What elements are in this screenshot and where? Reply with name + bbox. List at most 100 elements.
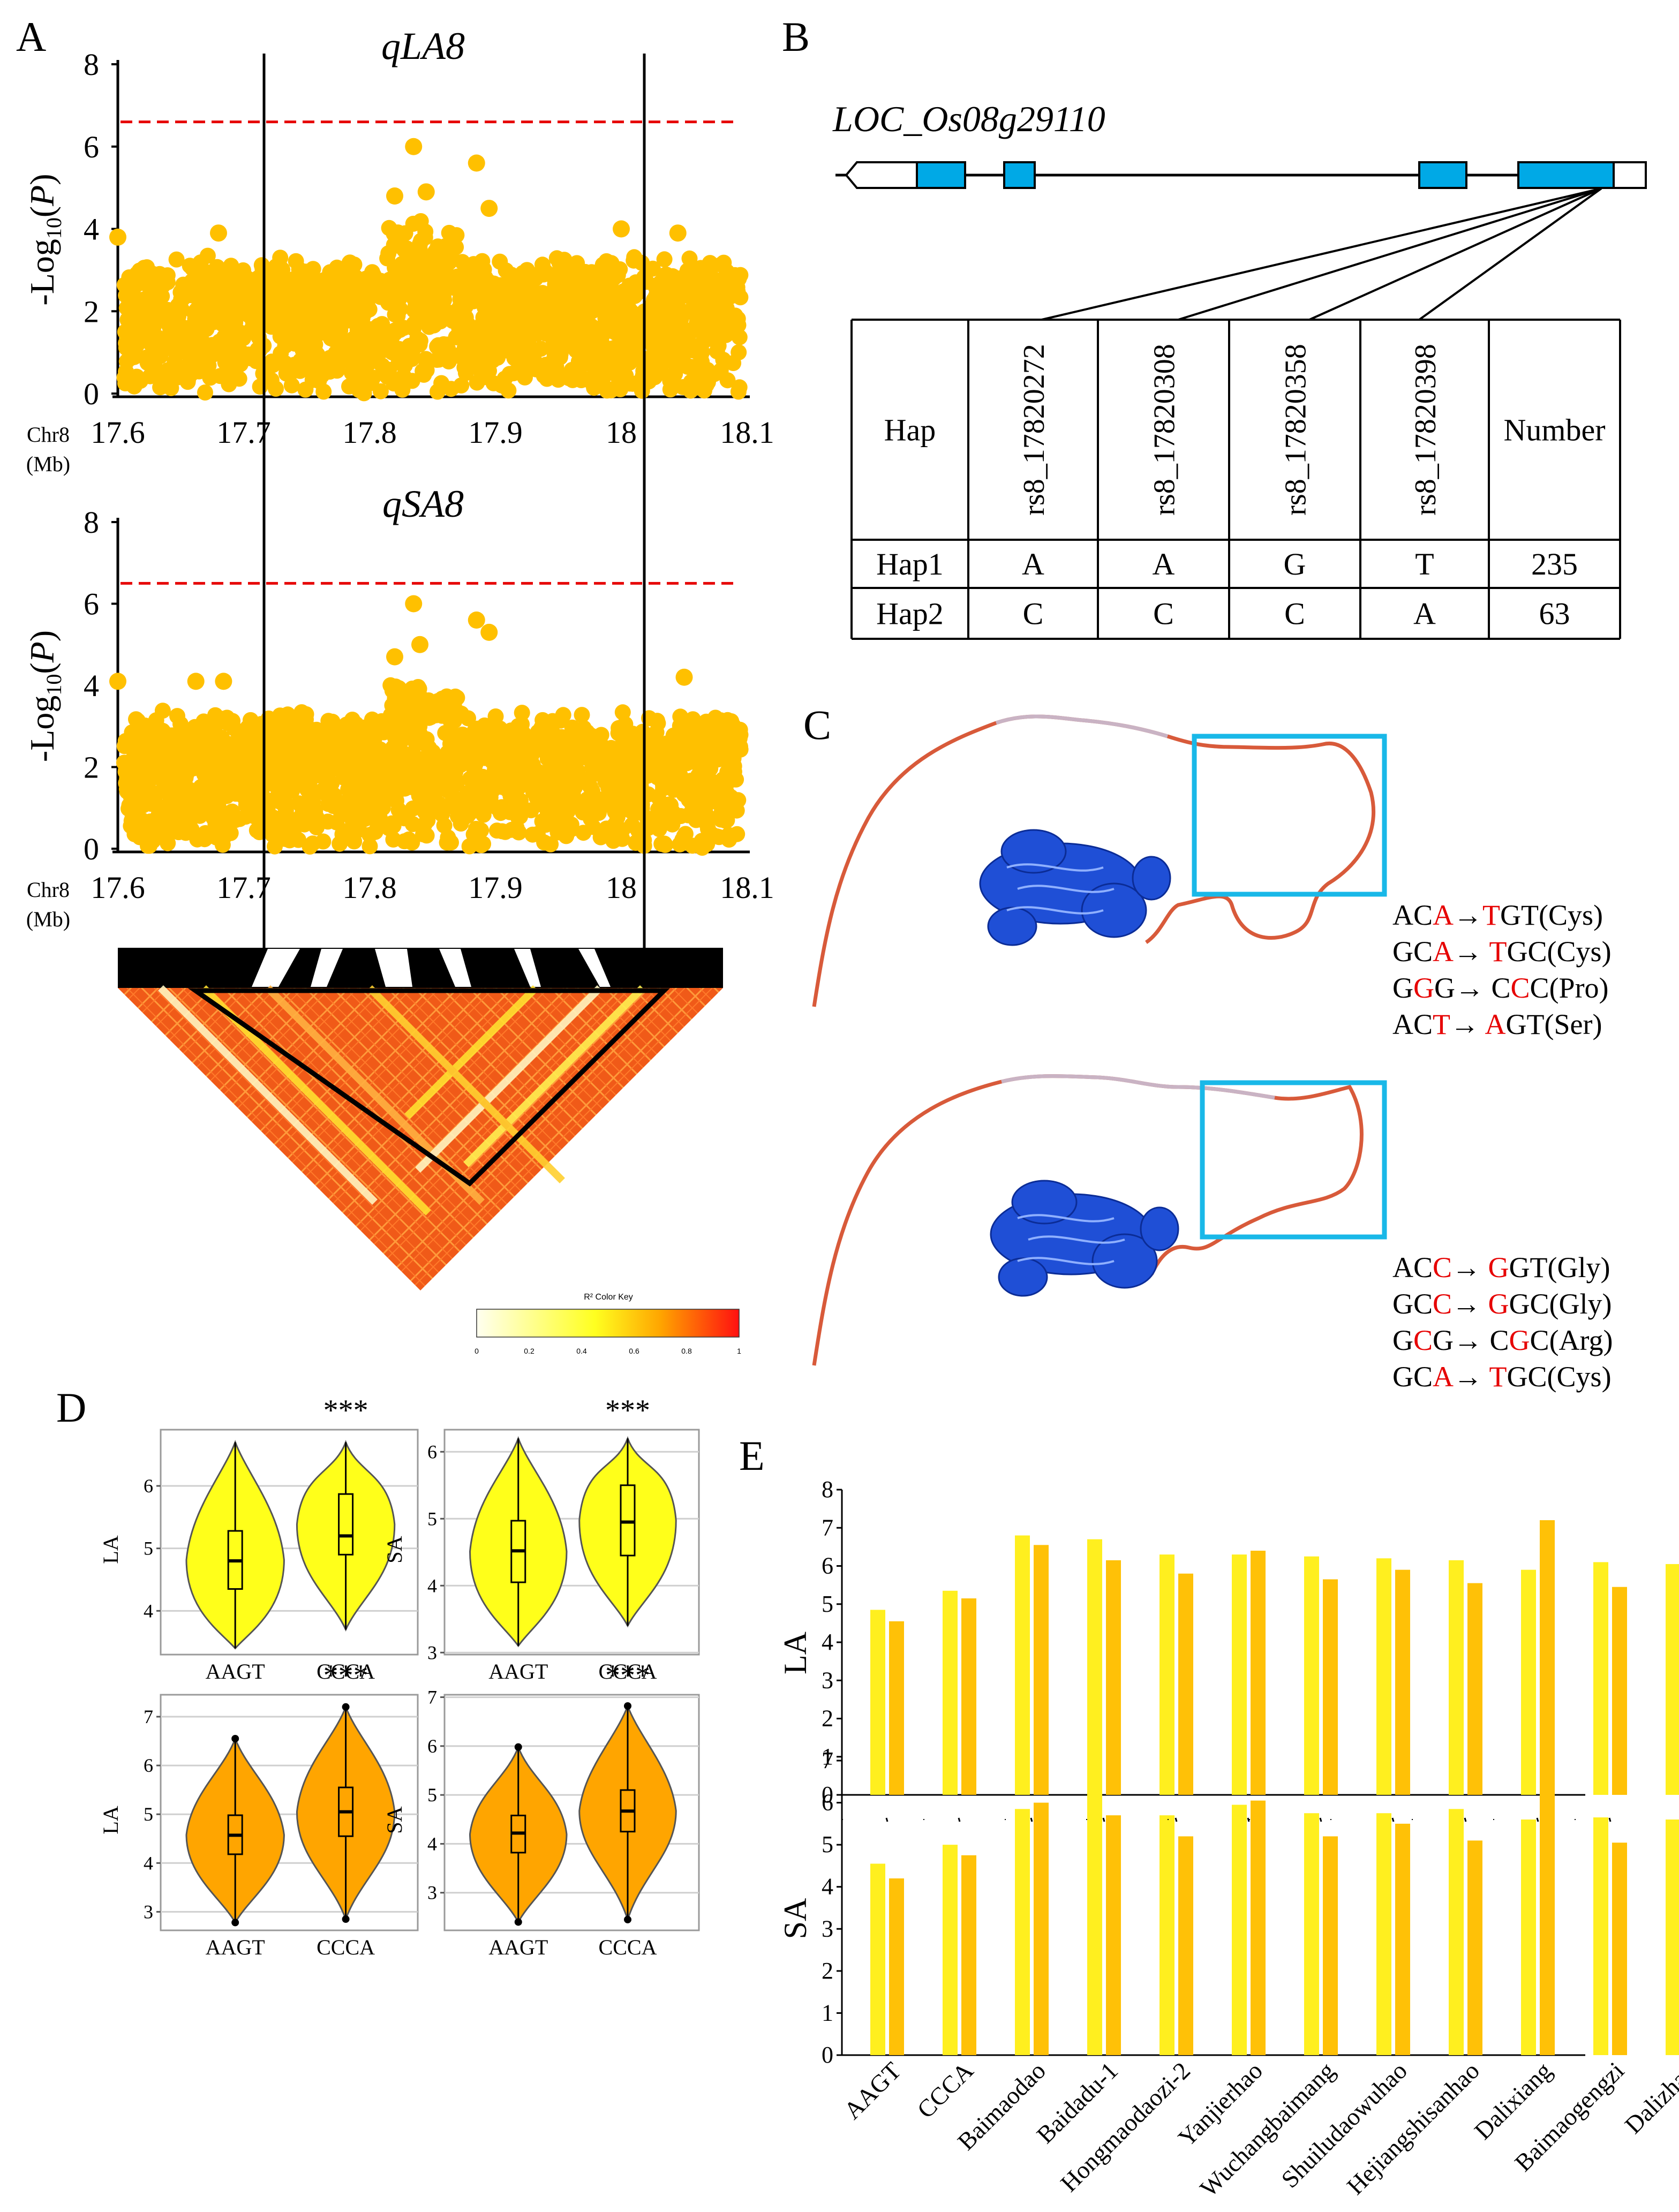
y-axis-label: SA [382, 1536, 406, 1563]
snp-point [662, 381, 679, 398]
y-axis-label: -Log10(P) [23, 173, 66, 305]
x-tick-label: 17.9 [468, 415, 523, 450]
snp-point [487, 708, 504, 724]
snp-point [621, 277, 638, 294]
y-tick-label: 0 [84, 832, 99, 866]
bar-light [1304, 1813, 1319, 2055]
snp-points [116, 213, 749, 402]
snp-point [305, 793, 321, 810]
codon-text: → [1452, 1288, 1488, 1320]
snp-point [253, 257, 270, 274]
snp-point [289, 321, 306, 337]
x-tick-label: CCCA [599, 1935, 657, 1959]
snp-point [646, 292, 662, 308]
snp-point [265, 809, 282, 826]
snp-point [334, 826, 351, 842]
mutation-list-hap1: ACA→TGT(Cys)GCA→ TGC(Cys)GGG→ CCC(Pro)AC… [1392, 899, 1612, 1040]
codon-text: AC [1392, 899, 1433, 931]
snp-point [395, 745, 412, 762]
snp-point [552, 781, 568, 798]
table-cell: T [1415, 547, 1434, 582]
x-tick-mark [1030, 1817, 1033, 1822]
bar-light [1304, 1556, 1319, 1795]
x-tick-label: Wuchangbaimang [1195, 2057, 1340, 2202]
exon-1 [916, 161, 966, 189]
snp-point [252, 379, 268, 395]
bar-dark [1106, 1560, 1121, 1795]
snp-point [564, 719, 581, 736]
y-tick-label: 5 [822, 1831, 833, 1858]
exon-3 [1418, 161, 1467, 189]
y-tick-label: 8 [822, 1476, 833, 1503]
snp-point [556, 252, 573, 268]
bar-dark [1540, 1520, 1555, 1795]
snp-point [494, 823, 510, 840]
violin-plot: 3 4 5 6 SA *** AAGT CCCA [382, 1394, 700, 1683]
outlier-point [514, 1743, 522, 1751]
snp-point [265, 357, 281, 373]
snp-point [373, 281, 390, 298]
table-cell: A [1022, 547, 1044, 582]
snp-point [712, 363, 729, 379]
snp-point [456, 339, 473, 356]
snp-point [514, 744, 530, 760]
snp-point [473, 822, 490, 839]
snp-point [383, 331, 400, 348]
panel-label-e: E [739, 1432, 765, 1479]
bar-dark [961, 1598, 976, 1795]
snp-point [487, 761, 503, 778]
table-cell: Hap2 [876, 597, 944, 631]
snp-point [598, 253, 615, 269]
y-tick-label: 6 [427, 1735, 437, 1757]
snp-point [176, 277, 192, 293]
snp-point [443, 381, 460, 397]
snp-point [515, 325, 531, 342]
snp-point [655, 777, 672, 794]
snp-point [664, 268, 681, 284]
codon-change: ACC→ GGT(Gly) [1392, 1251, 1610, 1284]
codon-text: C(Arg) [1530, 1324, 1613, 1356]
y-tick-label: 7 [427, 1687, 437, 1708]
x-tick-label: 18 [606, 415, 637, 450]
snp-point [346, 794, 363, 811]
snp-point [387, 260, 403, 276]
exon-2 [1003, 161, 1036, 189]
bar-dark [1323, 1836, 1338, 2055]
snp-point [547, 308, 563, 324]
x-tick-mark [1391, 1817, 1395, 1822]
manhattan-plot-qla8: qLA8 0 2 4 6 8 17.6 17.7 17.8 17.9 18 18.1 Chr8 (Mb) -… [23, 25, 774, 476]
snp-point [340, 278, 356, 295]
mutated-base: C [1433, 1288, 1452, 1320]
snp-point [417, 777, 434, 794]
snp-point [418, 351, 434, 367]
color-key-tick: 0.8 [681, 1347, 692, 1355]
mutated-base: T [1489, 1361, 1507, 1393]
snp-point [417, 223, 434, 240]
snp-point [539, 750, 556, 767]
y-tick-label: 4 [84, 212, 99, 247]
snp-point [647, 324, 664, 341]
snp-point [282, 294, 298, 311]
snp-point [488, 324, 505, 341]
snp-point [405, 215, 421, 232]
snp-point [387, 690, 403, 707]
bar-dark [1323, 1579, 1338, 1795]
snp-point [714, 784, 731, 801]
snp-point [448, 775, 465, 792]
snp-peak-point [411, 636, 428, 653]
snp-point [353, 758, 370, 775]
snp-point [354, 309, 371, 326]
table-cell: G [1284, 547, 1306, 582]
snp-point [374, 745, 390, 761]
snp-peak-point [386, 648, 403, 666]
snp-point [621, 793, 637, 810]
bar-light [1232, 1554, 1247, 1795]
snp-point [702, 760, 719, 777]
protein-core-hap2-strands [1017, 1214, 1125, 1265]
snp-point [387, 787, 404, 804]
mutation-region-box-hap1 [1192, 734, 1387, 897]
snp-point [215, 309, 231, 326]
snp-point [194, 801, 211, 818]
mutation-list-hap2: ACC→ GGT(Gly)GCC→ GGC(Gly)GCG→ CGC(Arg)G… [1392, 1251, 1613, 1393]
